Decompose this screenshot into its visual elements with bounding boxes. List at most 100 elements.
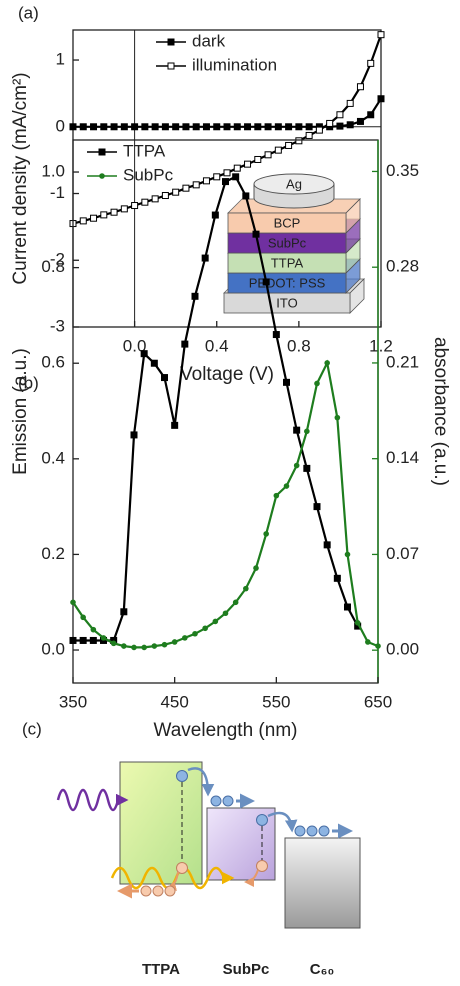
marker: [172, 123, 180, 131]
electron: [318, 825, 330, 837]
layer-label: PEDOT: PSS: [249, 275, 326, 290]
marker: [305, 131, 313, 139]
c60-level: [284, 837, 361, 929]
legend-marker: [98, 148, 106, 156]
marker: [285, 141, 293, 149]
marker: [213, 173, 221, 181]
marker: [344, 603, 351, 611]
y-tick-label: -3: [50, 316, 65, 335]
y-axis-label: Emission (a.u.): [10, 348, 31, 475]
marker: [344, 551, 351, 558]
marker: [212, 618, 219, 625]
x-tick-label: 450: [160, 692, 188, 711]
y-tick-label: 1.0: [41, 162, 65, 181]
x-tick-label: 1.2: [369, 336, 393, 355]
layer: [227, 212, 347, 234]
x-tick-label: 350: [59, 692, 87, 711]
legend-marker: [167, 38, 175, 46]
marker: [161, 374, 168, 382]
y-tick-label: 0.6: [41, 353, 65, 372]
marker: [171, 639, 178, 645]
marker: [181, 340, 189, 348]
marker: [211, 211, 219, 219]
marker: [79, 217, 87, 225]
marker: [120, 608, 128, 616]
marker: [242, 192, 250, 200]
marker: [171, 421, 179, 429]
marker: [100, 211, 108, 219]
x-axis-label: Wavelength (nm): [154, 720, 298, 741]
layer-label: SubPc: [268, 235, 307, 250]
marker: [141, 198, 149, 206]
marker: [254, 155, 262, 163]
marker: [356, 117, 364, 125]
panel-label: (a): [18, 3, 39, 22]
marker: [336, 122, 344, 130]
marker: [365, 639, 371, 645]
marker: [100, 123, 108, 131]
marker: [233, 164, 241, 172]
marker: [293, 462, 300, 469]
marker: [182, 635, 188, 641]
marker: [223, 169, 231, 177]
hole: [152, 885, 164, 897]
marker: [264, 151, 272, 159]
hole: [140, 885, 152, 897]
marker: [303, 464, 311, 472]
layer-label: TTPA: [271, 255, 304, 270]
y-tick-label: 0.2: [41, 544, 65, 563]
x-tick-label: 550: [262, 692, 290, 711]
y2-axis-label: absorbance (a.u.): [430, 337, 451, 486]
marker: [150, 359, 158, 367]
layer-label: Ag: [286, 176, 302, 191]
marker: [79, 636, 87, 644]
marker: [120, 205, 128, 213]
marker: [232, 173, 240, 181]
electron: [256, 814, 268, 826]
legend-label: TTPA: [123, 141, 166, 160]
transfer-arrow: [267, 811, 298, 833]
layer-label: BCP: [274, 215, 301, 230]
marker: [79, 123, 87, 131]
marker: [192, 630, 198, 637]
marker: [90, 626, 97, 633]
marker: [80, 614, 86, 621]
marker: [90, 214, 98, 222]
marker: [223, 123, 231, 131]
hole: [164, 885, 176, 897]
marker: [304, 428, 310, 435]
marker: [314, 380, 320, 387]
marker: [273, 492, 280, 499]
marker: [377, 31, 385, 39]
legend-marker: [99, 173, 105, 179]
marker: [274, 146, 282, 154]
marker: [202, 177, 210, 185]
marker: [121, 643, 127, 649]
x-tick-label: 0.0: [123, 336, 147, 355]
marker: [131, 644, 137, 651]
marker: [70, 599, 76, 606]
y-tick-label: -1: [50, 183, 65, 202]
marker: [191, 292, 199, 300]
marker: [254, 123, 262, 131]
y-tick-label: 0.4: [41, 448, 65, 467]
marker: [253, 565, 259, 571]
legend-label: SubPc: [123, 165, 174, 184]
electron: [210, 795, 222, 807]
ttpa-level: [119, 761, 203, 885]
marker: [243, 585, 249, 592]
marker: [161, 123, 169, 131]
marker: [336, 111, 344, 119]
legend-marker: [167, 62, 175, 70]
marker: [161, 192, 169, 200]
photon-wave: [56, 788, 129, 812]
marker: [202, 625, 208, 632]
marker: [131, 123, 139, 131]
marker: [334, 414, 341, 421]
y2-tick-label: 0.21: [386, 352, 419, 371]
x-tick-label: 0.8: [287, 336, 311, 355]
marker: [295, 123, 303, 131]
y-tick-label: 0.0: [41, 640, 65, 659]
hole: [256, 860, 268, 872]
